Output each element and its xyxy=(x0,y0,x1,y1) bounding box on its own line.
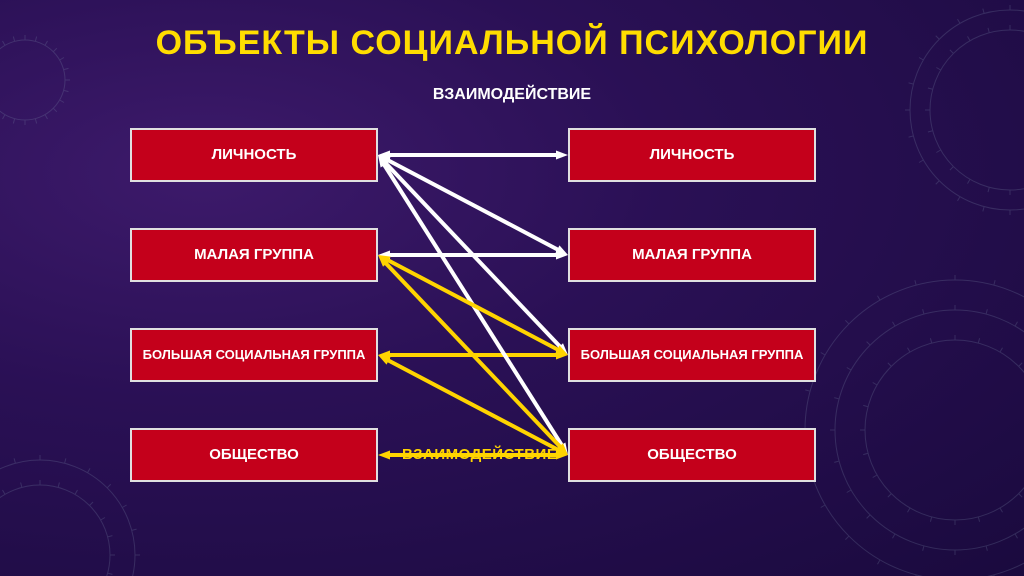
slide-subtitle: ВЗАИМОДЕЙСТВИЕ xyxy=(0,86,1024,104)
box-right-1: МАЛАЯ ГРУППА xyxy=(568,228,816,282)
box-label: БОЛЬШАЯ СОЦИАЛЬНАЯ ГРУППА xyxy=(143,348,366,363)
box-left-2: БОЛЬШАЯ СОЦИАЛЬНАЯ ГРУППА xyxy=(130,328,378,382)
box-left-3: ОБЩЕСТВО xyxy=(130,428,378,482)
box-right-2: БОЛЬШАЯ СОЦИАЛЬНАЯ ГРУППА xyxy=(568,328,816,382)
box-left-0: ЛИЧНОСТЬ xyxy=(130,128,378,182)
interaction-label: ВЗАИМОДЕЙСТВИЕ xyxy=(402,446,557,463)
box-label: ОБЩЕСТВО xyxy=(209,446,299,463)
box-label: ЛИЧНОСТЬ xyxy=(650,146,735,163)
box-label: ЛИЧНОСТЬ xyxy=(212,146,297,163)
box-right-3: ОБЩЕСТВО xyxy=(568,428,816,482)
box-right-0: ЛИЧНОСТЬ xyxy=(568,128,816,182)
slide-title: ОБЪЕКТЫ СОЦИАЛЬНОЙ ПСИХОЛОГИИ xyxy=(0,24,1024,63)
box-label: МАЛАЯ ГРУППА xyxy=(194,246,314,263)
box-left-1: МАЛАЯ ГРУППА xyxy=(130,228,378,282)
box-label: ОБЩЕСТВО xyxy=(647,446,737,463)
box-label: МАЛАЯ ГРУППА xyxy=(632,246,752,263)
box-label: БОЛЬШАЯ СОЦИАЛЬНАЯ ГРУППА xyxy=(581,348,804,363)
